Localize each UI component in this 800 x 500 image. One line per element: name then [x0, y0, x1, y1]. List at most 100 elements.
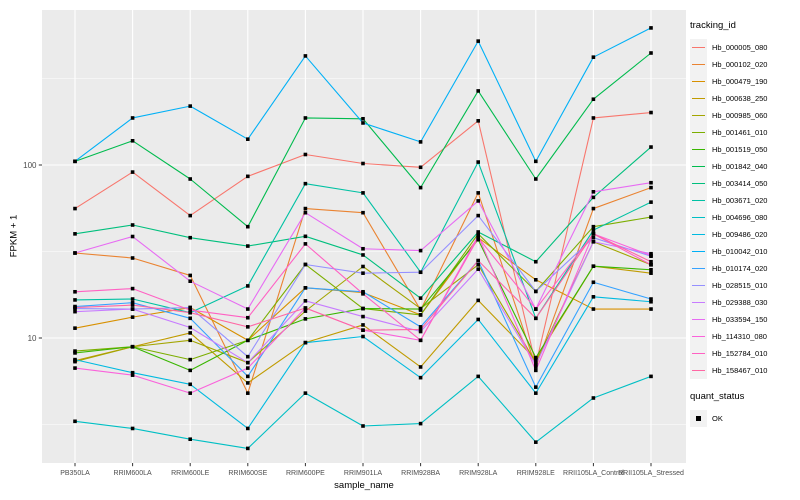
- data-point: [476, 258, 480, 263]
- series-color-key: [690, 56, 707, 73]
- data-point: [188, 310, 192, 315]
- series-color-key: [690, 141, 707, 158]
- x-tick-label: RRIM901LA: [344, 470, 382, 477]
- data-point: [246, 244, 250, 248]
- series-line-icon: [692, 183, 705, 184]
- data-point: [476, 267, 480, 271]
- series-color-key: [690, 345, 707, 362]
- data-point: [476, 213, 480, 218]
- data-point: [130, 344, 135, 349]
- x-tick-label: RRIM600SE: [228, 470, 267, 477]
- legend-item: Hb_158467_010: [690, 362, 798, 379]
- x-tick-label: RRIM928BA: [401, 470, 440, 477]
- data-point: [303, 286, 308, 290]
- data-point: [303, 152, 308, 157]
- data-point: [418, 338, 423, 343]
- data-point: [534, 316, 538, 321]
- data-point: [188, 177, 192, 181]
- legend-item-label: Hb_009486_020: [712, 230, 768, 239]
- data-point: [361, 306, 365, 311]
- data-point: [73, 298, 77, 302]
- legend-item: Hb_003671_020: [690, 192, 798, 209]
- legend-item-label: Hb_001519_050: [712, 145, 768, 154]
- legend-item: Hb_003414_050: [690, 175, 798, 192]
- legend-item-label: Hb_000985_060: [712, 111, 768, 120]
- data-point: [361, 334, 365, 339]
- legend-item-label: OK: [712, 414, 723, 423]
- data-point: [418, 329, 423, 334]
- data-point: [73, 419, 77, 424]
- quant-status-key: [690, 410, 707, 427]
- data-point: [418, 140, 423, 144]
- legend-item: Hb_033594_150: [690, 311, 798, 328]
- data-point: [649, 185, 653, 190]
- legend-item-label: Hb_003414_050: [712, 179, 768, 188]
- data-point: [649, 299, 653, 304]
- data-point: [591, 116, 596, 120]
- data-point: [246, 360, 250, 365]
- data-point: [188, 308, 192, 312]
- data-point: [188, 273, 192, 278]
- data-point: [476, 237, 480, 242]
- data-point: [591, 307, 596, 311]
- data-point: [418, 248, 423, 253]
- data-point: [361, 271, 365, 275]
- legend-item-label: Hb_001461_010: [712, 128, 768, 137]
- series-line-icon: [692, 217, 705, 218]
- data-point: [130, 373, 135, 377]
- data-point: [303, 309, 308, 313]
- data-point: [73, 359, 77, 364]
- data-point: [130, 256, 135, 260]
- data-point: [246, 307, 250, 311]
- data-point: [246, 224, 250, 229]
- data-point: [418, 327, 423, 332]
- data-point: [188, 338, 192, 343]
- series-line-icon: [692, 132, 705, 133]
- data-point: [246, 366, 250, 370]
- series-color-key: [690, 226, 707, 243]
- data-point: [591, 235, 596, 240]
- data-point: [418, 307, 423, 311]
- plot-panel: [42, 10, 686, 463]
- data-point: [361, 323, 365, 327]
- data-point: [73, 349, 77, 353]
- data-point: [649, 26, 653, 30]
- data-point: [649, 200, 653, 204]
- data-point: [649, 110, 653, 115]
- series-line-icon: [692, 336, 705, 337]
- legend-item: Hb_001461_010: [690, 124, 798, 141]
- legend-item: Hb_001842_040: [690, 158, 798, 175]
- legend-item-label: Hb_029388_030: [712, 298, 768, 307]
- legend-item: Hb_000638_250: [690, 90, 798, 107]
- data-point: [188, 279, 192, 283]
- data-point: [188, 104, 192, 108]
- data-point: [476, 39, 480, 43]
- data-point: [534, 159, 538, 164]
- data-point: [591, 189, 596, 194]
- data-point: [649, 259, 653, 264]
- series-color-key: [690, 260, 707, 277]
- legend-item-label: Hb_158467_010: [712, 366, 768, 375]
- legend-item: Hb_009486_020: [690, 226, 798, 243]
- data-point: [534, 177, 538, 181]
- data-point: [246, 137, 250, 141]
- legend: tracking_id Hb_000005_080 Hb_000102_020 Hb…: [690, 20, 798, 427]
- data-point: [361, 116, 365, 121]
- series-line-icon: [692, 166, 705, 167]
- series-color-key: [690, 311, 707, 328]
- data-point: [418, 365, 423, 369]
- data-point: [130, 307, 135, 311]
- data-point: [476, 262, 480, 267]
- data-point: [188, 382, 192, 387]
- data-point: [591, 396, 596, 400]
- x-tick-label: RRIM600LA: [114, 470, 152, 477]
- data-point: [303, 306, 308, 310]
- data-point: [246, 284, 250, 288]
- legend-item-label: Hb_114310_080: [712, 332, 767, 341]
- data-point: [534, 360, 538, 365]
- data-point: [418, 375, 423, 380]
- data-point: [130, 303, 135, 307]
- data-point: [649, 307, 653, 311]
- data-point: [130, 139, 135, 143]
- series-line-icon: [692, 47, 705, 48]
